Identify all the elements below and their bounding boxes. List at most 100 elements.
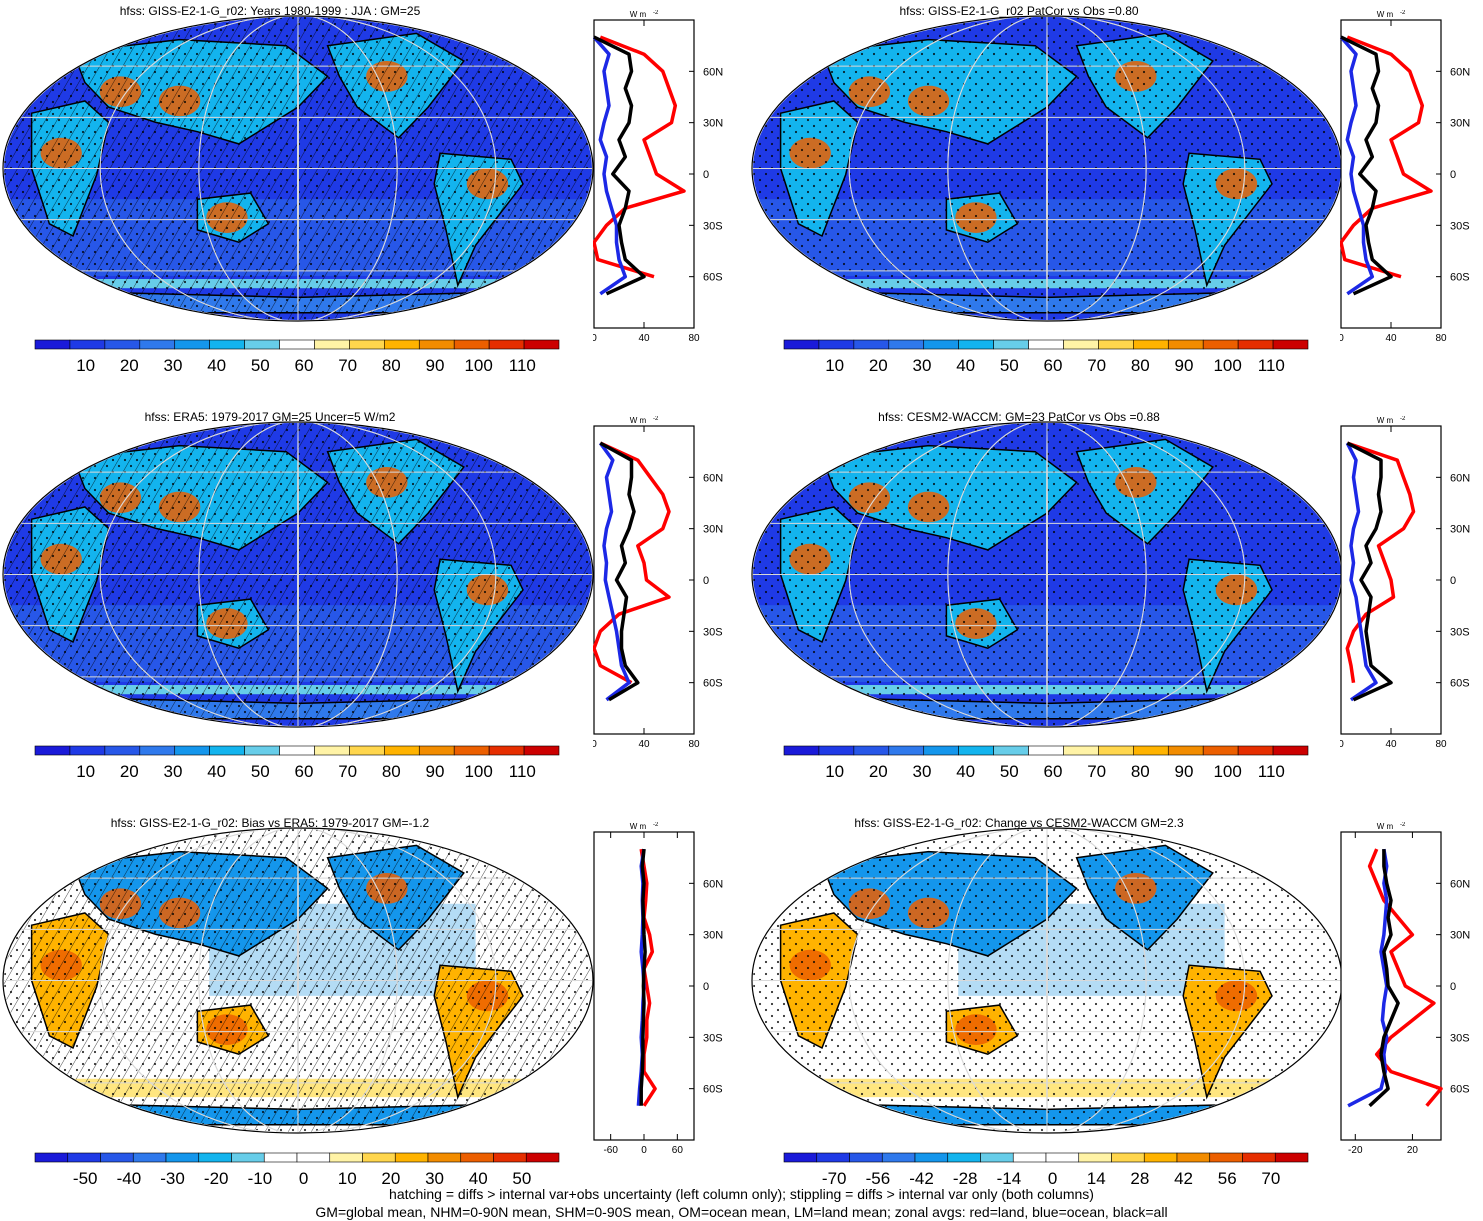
colorbar-swatch — [384, 339, 420, 350]
footer-line-1: hatching = diffs > internal var+obs unce… — [389, 1186, 1094, 1202]
zonal-y-tick-label: 0 — [1450, 981, 1456, 993]
zonal-y-tick-label: 30N — [1450, 524, 1470, 536]
footer-line-2: GM=global mean, NHM=0-90N mean, SHM=0-90… — [315, 1204, 1168, 1220]
colorbar-tick-label: 100 — [464, 356, 492, 375]
colorbar-tick-label: 80 — [382, 356, 401, 375]
colorbar-swatch — [1133, 745, 1169, 756]
zonal-units-label: W m — [1377, 10, 1394, 19]
colorbar-swatch — [493, 1152, 527, 1163]
colorbar-swatch — [165, 1152, 200, 1163]
zonal-y-tick-label: 60S — [1450, 272, 1470, 284]
zonal-land-line — [1345, 441, 1416, 683]
zonal-y-tick-label: 60N — [703, 472, 723, 484]
zonal-y-tick-label: 30S — [1450, 1032, 1470, 1044]
svg-text:-2: -2 — [653, 416, 659, 422]
zonal-y-tick-label: 60N — [703, 66, 723, 78]
colorbar-tick-label: 40 — [207, 762, 226, 781]
panel-title: hfss: GISS-E2-1-G_r02: Bias vs ERA5: 197… — [110, 816, 430, 830]
zonal-y-tick-label: 60S — [703, 678, 723, 690]
colorbar-swatch — [881, 1152, 916, 1163]
zonal-ocean-line — [1347, 848, 1389, 1108]
colorbar-tick-label: 70 — [1087, 762, 1106, 781]
zonal-x-tick-label: 40 — [1385, 739, 1397, 750]
colorbar-swatch — [279, 339, 315, 350]
colorbar-tick-label: 70 — [1261, 1169, 1280, 1188]
colorbar-tick-label: 40 — [956, 762, 975, 781]
colorbar-swatch — [783, 339, 820, 350]
zonal-y-tick-label: 60S — [1450, 678, 1470, 690]
colorbar-swatch — [1012, 1152, 1047, 1163]
zonal-mean-panel: W m -2 -60 0 60 60N 30N 0 30S 60S — [593, 822, 723, 1156]
colorbar-swatch — [1167, 339, 1204, 350]
svg-text:-2: -2 — [1400, 10, 1406, 16]
colorbar-tick-label: 100 — [464, 762, 492, 781]
colorbar-swatch — [453, 339, 490, 350]
zonal-y-tick-label: 30N — [703, 118, 723, 130]
colorbar-swatch — [1063, 339, 1099, 350]
zonal-y-tick-label: 0 — [1450, 169, 1456, 181]
zonal-x-tick-label: 80 — [1435, 739, 1447, 750]
zonal-x-tick-label: 0 — [593, 333, 597, 344]
colorbar-swatch — [1274, 1152, 1309, 1163]
colorbar-tick-label: 50 — [251, 762, 270, 781]
colorbar-tick-label: 10 — [76, 762, 95, 781]
colorbar-swatch — [384, 745, 420, 756]
colorbar-tick-label: 30 — [425, 1169, 444, 1188]
zonal-all-line — [1346, 441, 1393, 702]
zonal-y-tick-label: 60N — [703, 878, 723, 890]
zonal-units-label: W m — [1377, 416, 1394, 425]
zonal-land-line — [593, 35, 686, 279]
colorbar-swatch — [209, 339, 245, 350]
colorbar-swatch — [783, 745, 820, 756]
colorbar-tick-label: 90 — [1175, 356, 1194, 375]
colorbar-tick-label: 60 — [295, 356, 314, 375]
colorbar-swatch — [314, 745, 350, 756]
colorbar-swatch — [69, 339, 106, 350]
colorbar-tick-label: 110 — [509, 356, 536, 375]
colorbar-swatch — [1272, 339, 1309, 350]
colorbar-swatch — [818, 745, 855, 756]
colorbar-swatch — [1098, 745, 1134, 756]
colorbar-tick-label: 100 — [1213, 356, 1241, 375]
colorbar-swatch — [104, 339, 141, 350]
colorbar-tick-label: 28 — [1130, 1169, 1149, 1188]
zonal-x-tick-label: -60 — [603, 1145, 618, 1156]
zonal-x-tick-label: 40 — [638, 333, 650, 344]
zonal-mean-panel: W m -2 0 40 80 60N 30N 0 30S 60S — [593, 10, 723, 344]
zonal-all-line — [1340, 35, 1393, 296]
colorbar-tick-label: 60 — [1044, 762, 1063, 781]
colorbar-tick-label: 80 — [382, 762, 401, 781]
zonal-y-tick-label: 30N — [1450, 930, 1470, 942]
zonal-y-tick-label: 60S — [703, 1084, 723, 1096]
colorbar-swatch — [244, 745, 280, 756]
colorbar-swatch — [296, 1152, 331, 1163]
colorbar-swatch — [1111, 1152, 1145, 1163]
colorbar-tick-label: 10 — [825, 356, 844, 375]
colorbar-tick-label: 100 — [1213, 762, 1241, 781]
zonal-y-tick-label: 30N — [703, 930, 723, 942]
colorbar-swatch — [849, 1152, 883, 1163]
zonal-x-tick-label: 60 — [672, 1145, 684, 1156]
svg-text:-2: -2 — [653, 10, 659, 16]
colorbar-swatch — [67, 1152, 101, 1163]
map-panel — [2, 15, 594, 322]
colorbar-tick-label: 70 — [338, 762, 357, 781]
colorbar-swatch — [362, 1152, 396, 1163]
zonal-x-tick-label: 0 — [641, 1145, 647, 1156]
colorbar-swatch — [993, 339, 1029, 350]
colorbar-tick-label: 110 — [1258, 356, 1285, 375]
colorbar-swatch — [958, 339, 994, 350]
zonal-mean-panel: W m -2 0 40 80 60N 30N 0 30S 60S — [1340, 416, 1470, 750]
colorbar-tick-label: 14 — [1087, 1169, 1106, 1188]
colorbar-swatch — [888, 745, 925, 756]
zonal-mean-panel: W m -2 -20 20 60N 30N 0 30S 60S — [1340, 822, 1470, 1156]
colorbar-tick-label: 30 — [164, 762, 183, 781]
colorbar-swatch — [1209, 1152, 1243, 1163]
map-panel — [2, 827, 594, 1134]
zonal-y-tick-label: 60N — [1450, 472, 1470, 484]
colorbar-swatch — [427, 1152, 462, 1163]
colorbar-tick-label: 0 — [1048, 1169, 1057, 1188]
zonal-ocean-line — [1345, 442, 1378, 702]
colorbar-swatch — [418, 339, 455, 350]
zonal-y-tick-label: 30S — [703, 1032, 723, 1044]
